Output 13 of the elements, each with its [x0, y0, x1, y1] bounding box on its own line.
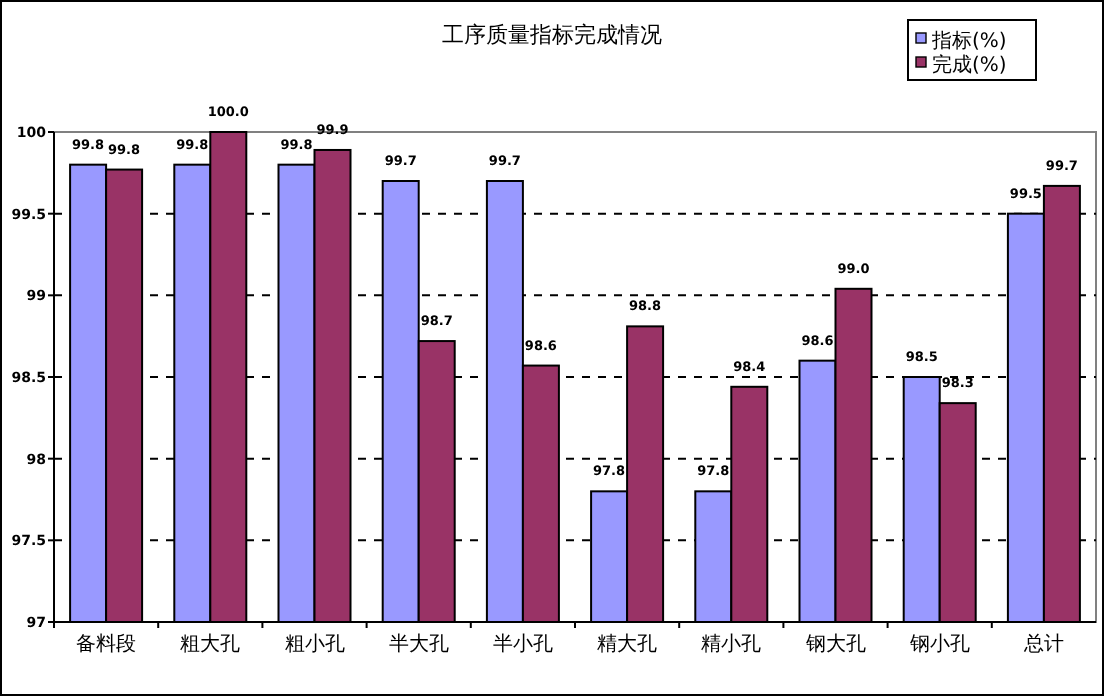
x-tick-label: 半小孔 [492, 632, 553, 656]
x-tick-label: 备料段 [76, 632, 137, 656]
x-tick-label: 半大孔 [388, 632, 449, 656]
x-tick-label: 粗大孔 [180, 632, 241, 656]
x-tick-label: 粗小孔 [284, 632, 345, 656]
x-tick-label: 钢小孔 [907, 632, 970, 656]
x-tick-label: 精大孔 [597, 632, 658, 656]
x-tick-label: 精小孔 [701, 632, 762, 656]
x-tick-label: 总计 [1021, 632, 1064, 656]
x-tick-label: 钢大孔 [803, 632, 866, 656]
legend-label: 指标(%) [930, 29, 1007, 53]
legend-label: 完成(%) [932, 53, 1007, 77]
chart-title: 工序质量指标完成情况 [442, 22, 662, 48]
